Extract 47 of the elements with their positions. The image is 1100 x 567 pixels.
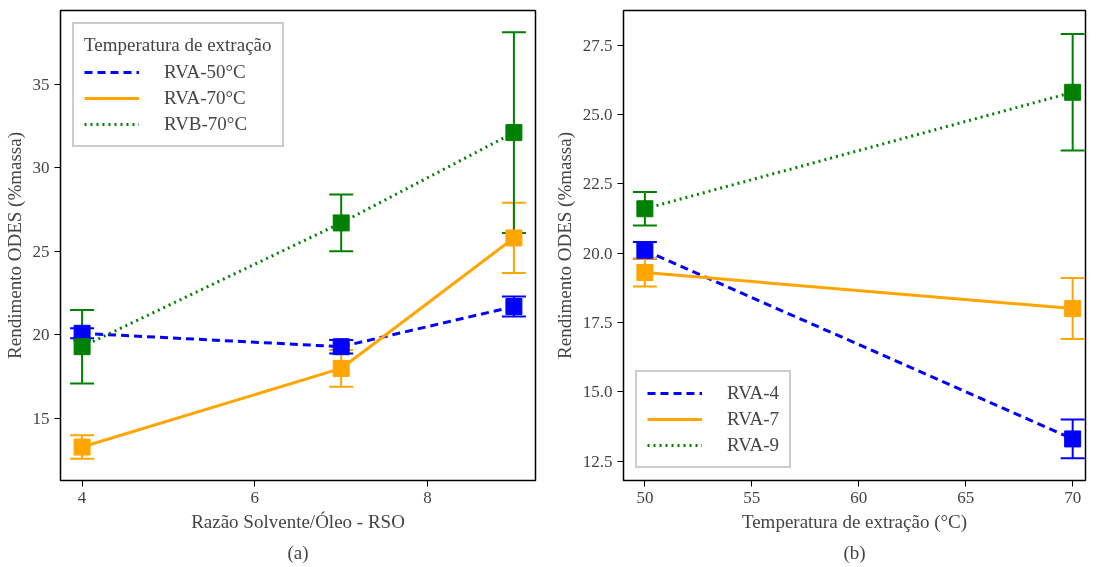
text: (a) [287, 541, 309, 564]
x-axis-title: Temperatura de extração (°C) [741, 510, 968, 533]
y-tick-label: 22.5 [582, 174, 613, 194]
x-tick-label: 6 [250, 487, 260, 507]
legend-label: RVB-70°C [164, 113, 248, 135]
legend-label: RVA-9 [727, 434, 779, 456]
point [636, 264, 654, 282]
x-tick-label: 50 [636, 487, 654, 507]
x-tick-label: 55 [743, 487, 761, 507]
y-tick-label: 17.5 [582, 312, 613, 332]
point [1064, 300, 1082, 318]
point [636, 200, 654, 218]
y-tick-label: 20.0 [582, 243, 613, 263]
legend-label: RVA-4 [727, 382, 779, 404]
y-tick-label: 25.0 [582, 104, 613, 124]
y-tick-label: 15 [32, 409, 50, 429]
y-tick-label: 30 [32, 158, 50, 178]
legend-title: Temperatura de extração [84, 34, 272, 56]
point [332, 359, 350, 377]
x-axis-title: Razão Solvente/Óleo - RSO [191, 510, 405, 532]
text: (b) [843, 541, 866, 564]
x-tick-label: 70 [1064, 487, 1082, 507]
y-tick-label: 20 [32, 325, 50, 345]
y-axis-title: Rendimento ODES (%massa) [3, 132, 26, 359]
point [332, 214, 350, 232]
point [505, 229, 523, 247]
legend-label: RVA-7 [727, 408, 779, 430]
point [332, 338, 350, 356]
x-tick-label: 65 [957, 487, 975, 507]
x-tick-label: 4 [77, 487, 87, 507]
x-tick-label: 8 [423, 487, 432, 507]
y-tick-label: 27.5 [582, 35, 613, 55]
point [73, 438, 91, 456]
point [1064, 430, 1082, 448]
point [505, 298, 523, 316]
point [505, 124, 523, 142]
x-tick-label: 60 [850, 487, 868, 507]
point [73, 338, 91, 356]
point [1064, 83, 1082, 101]
y-tick-label: 35 [32, 74, 50, 94]
y-tick-label: 15.0 [582, 382, 613, 402]
y-axis-title: Rendimento ODES (%massa) [553, 132, 576, 359]
point [636, 241, 654, 259]
y-tick-label: 12.5 [582, 451, 613, 471]
legend-label: RVA-50°C [164, 61, 246, 83]
y-tick-label: 25 [32, 241, 50, 261]
legend-label: RVA-70°C [164, 87, 246, 109]
